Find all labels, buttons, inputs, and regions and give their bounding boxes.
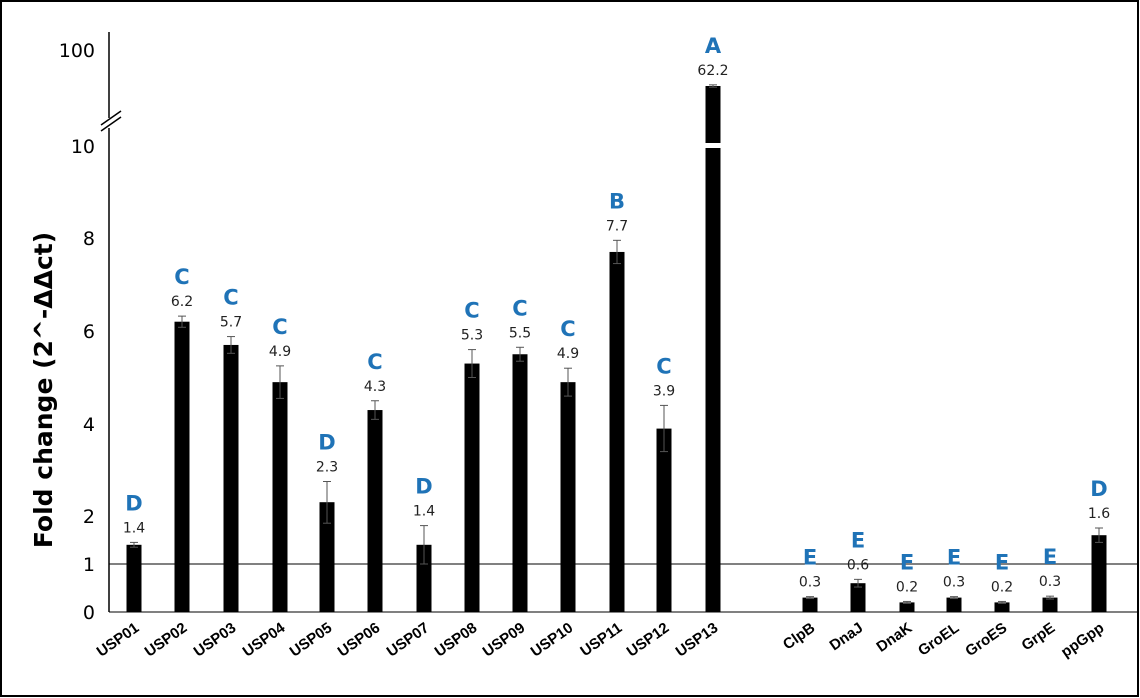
bar: [223, 344, 239, 612]
data-label: 4.9: [557, 346, 579, 362]
data-label: 0.6: [847, 557, 869, 573]
significance-letter: E: [851, 528, 865, 552]
data-label: 62.2: [697, 63, 728, 79]
bar: [705, 86, 721, 612]
significance-letter: E: [900, 550, 914, 574]
significance-letter: C: [272, 315, 287, 339]
bar: [512, 354, 528, 612]
significance-letter: D: [1090, 477, 1107, 501]
bar: [464, 363, 480, 612]
y-tick-label: 6: [83, 321, 95, 343]
bar: [609, 251, 625, 612]
data-label: 1.6: [1088, 506, 1110, 522]
data-label: 5.5: [509, 325, 531, 341]
y-tick-label: 8: [83, 228, 95, 250]
bars: [126, 84, 1107, 612]
y-tick-label: 1: [83, 554, 95, 576]
significance-letter: C: [223, 286, 238, 310]
significance-letter: D: [318, 431, 335, 455]
bar: [946, 597, 962, 612]
data-label: 7.7: [606, 218, 628, 234]
significance-letter: C: [464, 299, 479, 323]
data-label: 1.4: [413, 504, 435, 520]
y-axis: 0 1 2 4 6 8 10 100: [59, 32, 1137, 624]
data-label: 5.7: [220, 315, 242, 331]
data-label: 6.2: [171, 294, 193, 310]
significance-letter: B: [609, 189, 625, 213]
data-label: 0.3: [943, 575, 965, 591]
significance-letter: C: [656, 354, 671, 378]
significance-letter: C: [367, 350, 382, 374]
data-label: 0.2: [991, 579, 1013, 595]
significance-letter: C: [560, 317, 575, 341]
significance-letter: D: [125, 491, 142, 515]
significance-letter: C: [512, 296, 527, 320]
bar: [1091, 535, 1107, 612]
bar: [899, 602, 915, 612]
significance-letter: E: [947, 546, 961, 570]
y-tick-label: 4: [83, 414, 95, 436]
bar: [850, 583, 866, 612]
bar-break-gap: [704, 143, 722, 148]
significance-letter: D: [415, 475, 432, 499]
data-label: 2.3: [316, 460, 338, 476]
bar: [560, 382, 576, 612]
data-label: 3.9: [653, 383, 675, 399]
bar: [126, 544, 142, 612]
bar: [319, 502, 335, 612]
significance-letter: E: [995, 550, 1009, 574]
bar: [272, 382, 288, 612]
axis-break-mark: [100, 116, 122, 132]
bar: [994, 602, 1010, 612]
bar: [656, 428, 672, 612]
data-label: 0.3: [1039, 574, 1061, 590]
data-label: 4.9: [269, 344, 291, 360]
data-label: 0.3: [799, 575, 821, 591]
y-tick-label: 10: [71, 136, 95, 158]
bar: [416, 544, 432, 612]
bar: [802, 597, 818, 612]
significance-letter: E: [803, 546, 817, 570]
data-label: 5.3: [461, 328, 483, 344]
y-tick-label: 100: [59, 40, 95, 62]
axis-break-mark: [100, 110, 122, 126]
data-label: 1.4: [123, 520, 145, 536]
y-tick-label: 0: [83, 602, 95, 624]
y-axis-title: Fold change (2^-ΔΔct): [29, 232, 58, 548]
bar: [367, 410, 383, 612]
data-label: 4.3: [364, 379, 386, 395]
data-label: 0.2: [896, 579, 918, 595]
y-tick-label: 2: [83, 506, 95, 528]
bar: [174, 321, 190, 612]
significance-letter: E: [1043, 545, 1057, 569]
bar: [1042, 597, 1058, 612]
significance-letter: C: [174, 265, 189, 289]
significance-letter: A: [705, 34, 722, 58]
